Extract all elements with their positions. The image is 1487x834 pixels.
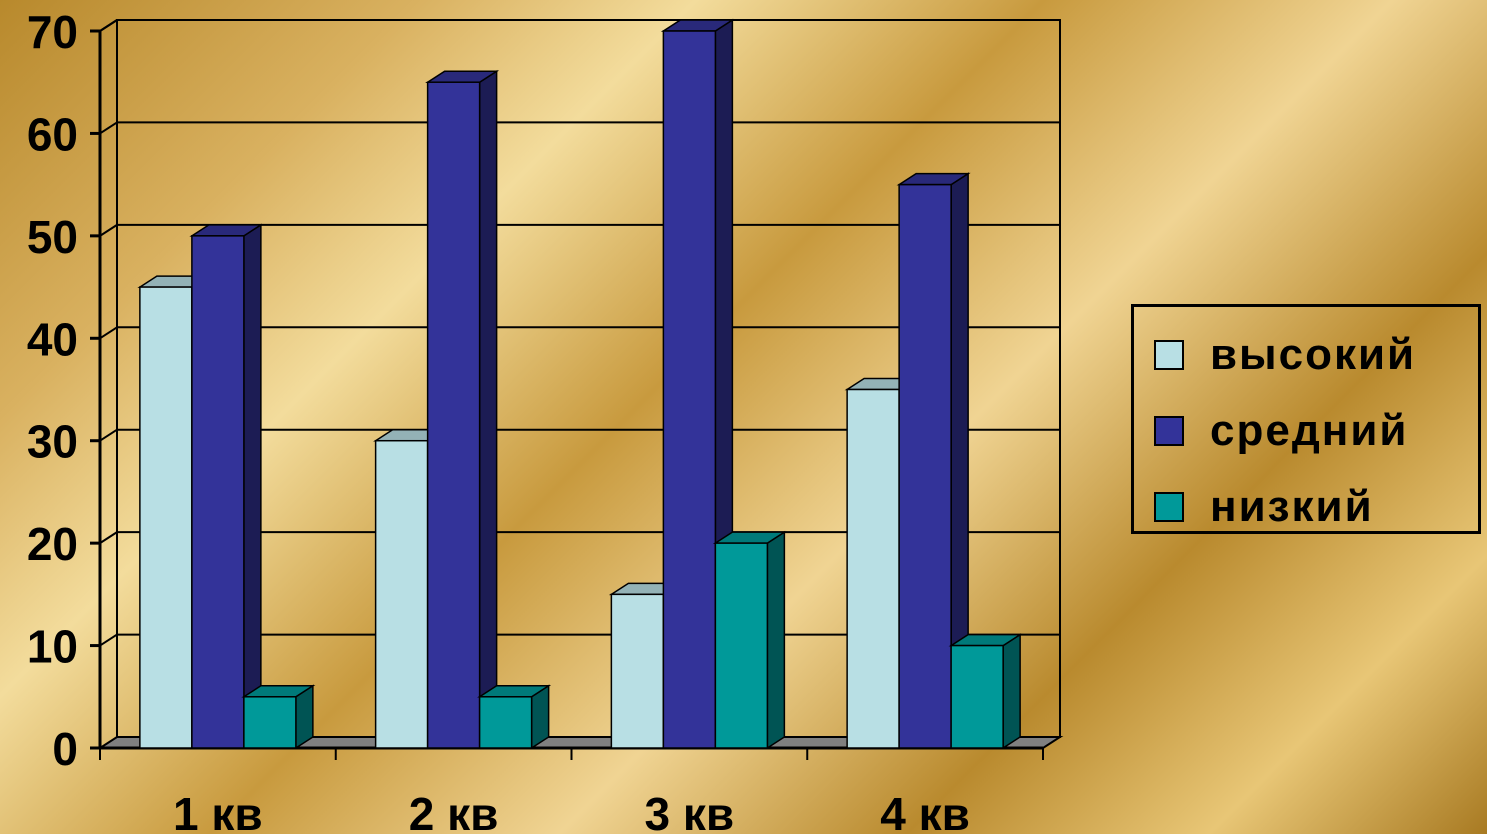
bar-2-4 <box>896 172 971 750</box>
x-tick-label: 1 кв <box>173 788 263 834</box>
legend-item-low: низкий <box>1154 482 1374 531</box>
bar-2-1 <box>189 223 264 750</box>
x-tick-label: 4 кв <box>880 788 970 834</box>
x-tick-label: 2 кв <box>409 788 499 834</box>
y-tick-label: 70 <box>27 6 78 58</box>
chart-legend: высокий средний низкий <box>1131 304 1481 534</box>
gridline-side <box>99 326 118 340</box>
legend-label-high: высокий <box>1210 330 1417 379</box>
legend-swatch-low <box>1154 492 1184 522</box>
legend-item-high: высокий <box>1154 330 1416 379</box>
bar-2-2 <box>425 69 500 750</box>
legend-item-medium: средний <box>1154 406 1408 455</box>
bar-3-3 <box>712 530 787 750</box>
legend-label-low: низкий <box>1210 482 1374 531</box>
y-tick-label: 50 <box>27 211 78 263</box>
y-tick-label: 60 <box>27 108 78 160</box>
gridline-side <box>99 121 118 135</box>
legend-swatch-medium <box>1154 416 1184 446</box>
y-tick-label: 10 <box>27 621 78 673</box>
x-tick-label: 3 кв <box>645 788 735 834</box>
gridline-side <box>99 633 118 647</box>
y-tick-label: 20 <box>27 518 78 570</box>
gridline-side <box>99 19 118 32</box>
y-tick-label: 40 <box>27 313 78 365</box>
bar-3-1 <box>241 684 316 750</box>
gridline-side <box>99 428 118 442</box>
bar-3-4 <box>948 633 1023 750</box>
y-tick-label: 0 <box>52 723 78 775</box>
bar-3-2 <box>477 684 552 750</box>
legend-label-medium: средний <box>1210 406 1409 455</box>
legend-swatch-high <box>1154 340 1184 370</box>
gridline-side <box>99 224 118 237</box>
y-tick-label: 30 <box>27 416 78 468</box>
gridline-side <box>99 531 118 544</box>
